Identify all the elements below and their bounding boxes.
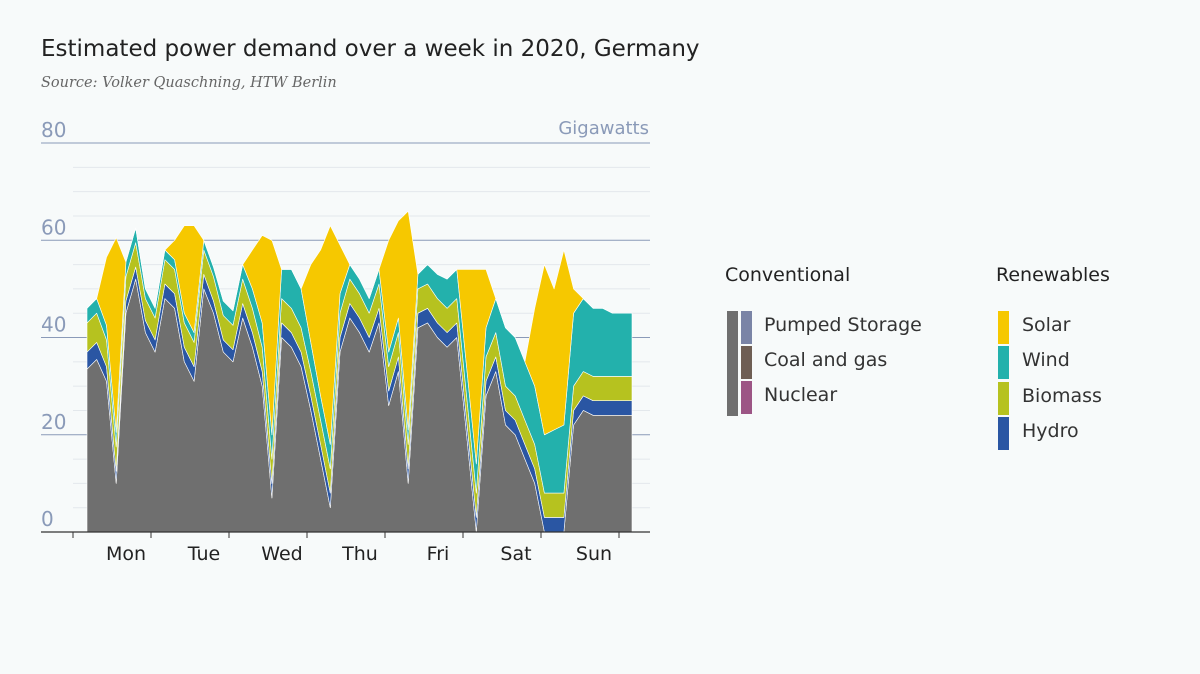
legend-renewables: Renewables Solar Wind Biomass Hydro	[996, 264, 1156, 464]
legend-swatch	[741, 346, 752, 379]
x-tick-label: Thu	[341, 543, 378, 565]
x-tick-label: Fri	[427, 543, 450, 565]
x-tick-label: Mon	[106, 543, 146, 565]
legend-swatch	[998, 346, 1009, 379]
x-tick-label: Wed	[261, 543, 302, 565]
x-tick-label: Sun	[576, 543, 612, 565]
y-tick-label: 80	[41, 118, 66, 142]
legend-swatch	[741, 311, 752, 344]
legend-label: Coal and gas	[764, 349, 888, 371]
y-axis-unit-label: Gigawatts	[558, 118, 649, 139]
legend-label: Hydro	[1022, 420, 1079, 442]
legend-swatch	[741, 381, 752, 414]
x-tick-label: Tue	[187, 543, 220, 565]
y-tick-label: 40	[41, 313, 66, 337]
x-tick-label: Sat	[500, 543, 531, 565]
legend-swatch	[998, 382, 1009, 415]
legend-swatch	[998, 311, 1009, 344]
area-solar	[86, 210, 633, 465]
legend-conventional-title: Conventional	[725, 264, 851, 286]
legend-label: Wind	[1022, 349, 1070, 371]
legend-label: Nuclear	[764, 384, 838, 406]
legend-label: Biomass	[1022, 385, 1102, 407]
chart-title: Estimated power demand over a week in 20…	[41, 36, 700, 62]
y-tick-label: 0	[41, 507, 54, 531]
axes: 0 20 40 60 80 Gigawatts Mon Tue Wed Thu Fri Sat Sun	[41, 118, 650, 565]
legend-conventional-bar	[727, 311, 738, 416]
y-tick-label: 60	[41, 215, 66, 239]
legend-renewables-title: Renewables	[996, 264, 1110, 286]
stacked-areas	[86, 210, 633, 533]
legend-swatch	[998, 417, 1009, 450]
legend-label: Solar	[1022, 314, 1071, 336]
chart-source: Source: Volker Quaschning, HTW Berlin	[41, 75, 337, 91]
y-tick-label: 20	[41, 410, 66, 434]
area-chart: 0 20 40 60 80 Gigawatts Mon Tue Wed Thu Fri Sat Sun	[41, 118, 650, 565]
legend-label: Pumped Storage	[764, 314, 922, 336]
legend-conventional: Conventional Pumped Storage Coal and gas N…	[725, 264, 965, 424]
